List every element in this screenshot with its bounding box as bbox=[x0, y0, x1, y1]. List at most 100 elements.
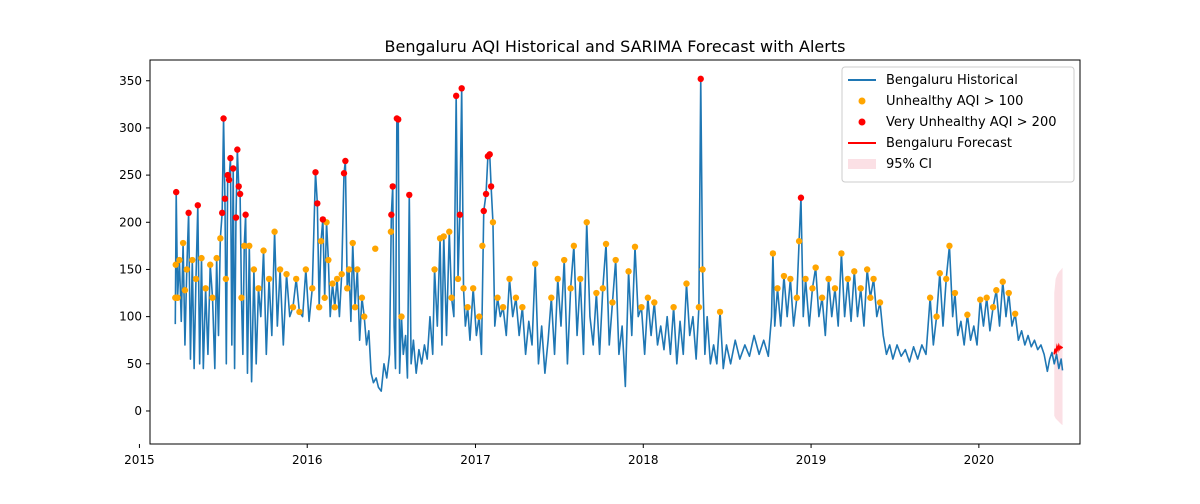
x-tick-label: 2016 bbox=[292, 453, 323, 467]
very-unhealthy-alert-point bbox=[319, 216, 327, 223]
y-tick-label: 50 bbox=[127, 357, 142, 371]
unhealthy-alert-point bbox=[464, 303, 471, 311]
unhealthy-alert-point bbox=[338, 270, 345, 278]
unhealthy-alert-point bbox=[795, 237, 803, 245]
unhealthy-alert-point bbox=[570, 242, 578, 250]
unhealthy-alert-point bbox=[331, 303, 339, 311]
unhealthy-alert-point bbox=[189, 256, 196, 264]
legend-label: Bengaluru Forecast bbox=[886, 136, 1012, 151]
x-axis: 2015 2016 2017 2018 2019 2020 bbox=[124, 444, 994, 467]
unhealthy-alert-point bbox=[774, 285, 781, 292]
very-unhealthy-alert-point bbox=[314, 200, 321, 207]
unhealthy-alert-point bbox=[358, 294, 366, 301]
unhealthy-alert-point bbox=[344, 285, 351, 292]
unhealthy-alert-point bbox=[255, 285, 262, 292]
unhealthy-alert-point bbox=[207, 261, 214, 268]
unhealthy-alert-point bbox=[506, 275, 513, 283]
legend-label: Very Unhealthy AQI > 200 bbox=[886, 115, 1057, 130]
unhealthy-alert-point bbox=[512, 294, 520, 301]
unhealthy-alert-point bbox=[695, 303, 703, 311]
unhealthy-alert-point bbox=[499, 303, 507, 311]
very-unhealthy-alert-point bbox=[487, 183, 495, 190]
unhealthy-alert-point bbox=[283, 270, 290, 278]
unhealthy-alert-point bbox=[271, 228, 278, 235]
very-unhealthy-alert-point bbox=[232, 214, 240, 221]
unhealthy-alert-point bbox=[217, 235, 224, 242]
unhealthy-alert-point bbox=[638, 303, 645, 311]
very-unhealthy-alert-point bbox=[173, 188, 180, 196]
unhealthy-alert-point bbox=[532, 260, 539, 267]
legend-label: Bengaluru Historical bbox=[886, 73, 1018, 88]
unhealthy-alert-point bbox=[838, 250, 845, 257]
unhealthy-alert-point bbox=[475, 313, 483, 320]
unhealthy-alert-point bbox=[583, 219, 590, 226]
very-unhealthy-alert-point bbox=[458, 85, 465, 92]
unhealthy-alert-point bbox=[296, 308, 303, 316]
unhealthy-alert-point bbox=[198, 254, 205, 262]
unhealthy-alert-point bbox=[192, 275, 200, 283]
legend-label: 95% CI bbox=[886, 157, 932, 172]
very-unhealthy-alert-point bbox=[225, 176, 233, 184]
unhealthy-alert-point bbox=[593, 289, 600, 297]
unhealthy-alert-point bbox=[870, 275, 877, 283]
unhealthy-alert-point bbox=[454, 275, 462, 283]
unhealthy-alert-point bbox=[179, 239, 187, 247]
unhealthy-alert-point bbox=[1005, 289, 1012, 297]
unhealthy-alert-point bbox=[812, 264, 819, 271]
y-axis: 0 50 100 150 200 250 300 350 bbox=[119, 74, 150, 418]
unhealthy-alert-point bbox=[387, 228, 395, 235]
y-tick-label: 0 bbox=[134, 404, 142, 418]
unhealthy-alert-point bbox=[361, 313, 368, 320]
very-unhealthy-alert-point bbox=[452, 92, 460, 100]
very-unhealthy-alert-point bbox=[486, 151, 493, 158]
x-tick-label: 2020 bbox=[964, 453, 995, 467]
historical-series-line bbox=[174, 78, 1064, 392]
unhealthy-alert-point bbox=[599, 285, 607, 292]
unhealthy-alert-point bbox=[716, 308, 724, 316]
unhealthy-alert-point bbox=[448, 294, 455, 301]
very-unhealthy-alert-point bbox=[221, 195, 229, 202]
unhealthy-alert-point bbox=[489, 219, 497, 226]
unhealthy-alert-point bbox=[329, 280, 336, 287]
unhealthy-alert-point bbox=[172, 261, 179, 268]
unhealthy-alert-point bbox=[315, 303, 323, 311]
unhealthy-alert-point bbox=[176, 256, 183, 264]
unhealthy-alert-point bbox=[519, 303, 526, 311]
unhealthy-alert-point bbox=[446, 228, 453, 235]
unhealthy-alert-point bbox=[625, 268, 632, 275]
very-unhealthy-alert-point bbox=[235, 183, 242, 190]
legend: Bengaluru Historical Unhealthy AQI > 100 V… bbox=[841, 66, 1075, 183]
x-tick-label: 2017 bbox=[460, 453, 491, 467]
unhealthy-alert-point bbox=[670, 303, 677, 311]
unhealthy-alert-point bbox=[863, 266, 871, 273]
unhealthy-alert-point bbox=[246, 242, 253, 250]
very-unhealthy-alert-point bbox=[340, 170, 348, 177]
unhealthy-alert-point bbox=[250, 266, 258, 273]
forecast-series-line bbox=[1053, 342, 1064, 356]
very-unhealthy-alert-point bbox=[230, 165, 237, 172]
y-tick-label: 250 bbox=[119, 168, 142, 182]
unhealthy-alert-point bbox=[276, 266, 284, 273]
unhealthy-alert-point bbox=[554, 275, 561, 283]
unhealthy-alert-point bbox=[825, 275, 832, 283]
very-unhealthy-alert-point bbox=[242, 211, 249, 218]
chart-title: Bengaluru AQI Historical and SARIMA Fore… bbox=[385, 37, 846, 56]
unhealthy-alert-point bbox=[936, 270, 943, 277]
very-unhealthy-alert-point bbox=[194, 202, 202, 209]
very-unhealthy-alert-point bbox=[234, 146, 241, 153]
unhealthy-alert-point bbox=[440, 233, 447, 240]
unhealthy-alert-point bbox=[780, 272, 788, 280]
unhealthy-alert-point bbox=[292, 275, 300, 283]
unhealthy-alert-point bbox=[309, 285, 316, 292]
unhealthy-alert-point bbox=[1011, 310, 1019, 317]
legend-swatch-marker bbox=[858, 118, 866, 126]
unhealthy-alert-point bbox=[302, 266, 310, 273]
unhealthy-alert-point bbox=[933, 313, 940, 320]
y-tick-label: 100 bbox=[119, 310, 142, 324]
unhealthy-alert-point bbox=[983, 294, 990, 301]
unhealthy-alert-point bbox=[317, 237, 325, 245]
unhealthy-alert-point bbox=[260, 247, 267, 254]
x-tick-label: 2019 bbox=[796, 453, 827, 467]
very-unhealthy-alert-point bbox=[482, 190, 490, 198]
